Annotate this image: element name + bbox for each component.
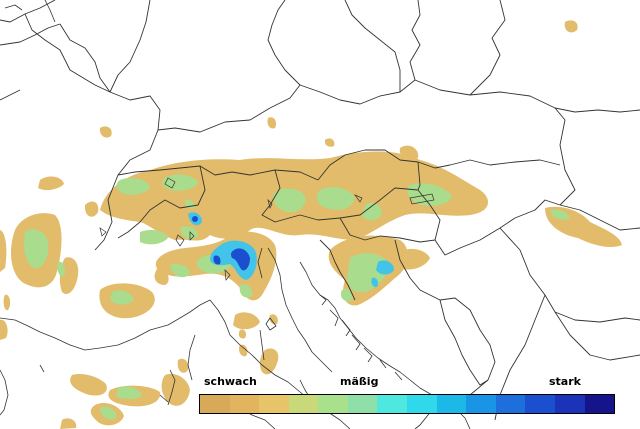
legend-label-weak: schwach — [204, 375, 257, 388]
legend-label-strong: stark — [549, 375, 581, 388]
legend-color-bar — [199, 394, 615, 414]
legend-swatch-12 — [525, 395, 555, 413]
legend-swatch-10 — [466, 395, 496, 413]
precip-moderate — [188, 212, 394, 288]
legend-swatch-13 — [554, 395, 585, 413]
legend-swatch-7 — [377, 395, 408, 413]
legend-swatch-4 — [288, 395, 319, 413]
legend-swatch-3 — [259, 395, 289, 413]
legend-swatch-2 — [229, 395, 260, 413]
legend-swatch-11 — [495, 395, 526, 413]
legend-swatch-9 — [436, 395, 467, 413]
legend-swatch-14 — [584, 395, 615, 413]
precip-strong — [192, 216, 250, 271]
lakes — [99, 177, 435, 281]
legend-swatch-8 — [407, 395, 437, 413]
precip-light — [24, 174, 570, 420]
legend-swatch-6 — [347, 395, 378, 413]
legend-label-moderate: mäßig — [340, 375, 379, 388]
legend-swatch-1 — [200, 395, 230, 413]
legend-swatch-5 — [318, 395, 348, 413]
